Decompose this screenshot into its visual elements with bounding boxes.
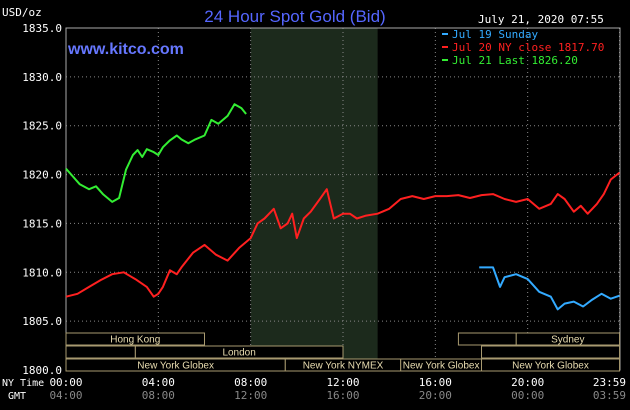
trading-highlight-band xyxy=(250,28,378,370)
session-label: Sydney xyxy=(551,335,584,346)
y-tick-label: 1825.0 xyxy=(22,120,62,133)
session-box xyxy=(481,358,621,372)
y-tick-label: 1835.0 xyxy=(22,22,62,35)
session-label: London xyxy=(222,348,255,359)
y-tick-label: 1820.0 xyxy=(22,169,62,182)
unit-label: USD/oz xyxy=(2,6,42,19)
legend-entry: Jul 21 Last 1826.20 xyxy=(452,54,578,67)
y-axis-labels: 1835.0 1830.0 1825.0 1820.0 1815.0 1810.0 1805… xyxy=(22,22,62,377)
session-box xyxy=(65,332,205,346)
legend-entry: Jul 20 NY close 1817.70 xyxy=(452,41,604,54)
x-axis-labels: 00:0004:0004:0008:0008:0012:0012:0016:00… xyxy=(49,376,626,402)
y-tick-label: 1810.0 xyxy=(22,266,62,279)
x-tick-label-ny: 20:00 xyxy=(511,376,544,389)
x-tick-label-ny: 08:00 xyxy=(234,376,267,389)
series-line xyxy=(65,171,621,298)
session-label: New York Globex xyxy=(403,361,480,372)
y-tick-label: 1805.0 xyxy=(22,315,62,328)
x-tick-label-gmt: 16:00 xyxy=(326,389,359,402)
x-tick-label-ny: 00:00 xyxy=(49,376,82,389)
y-tick-label: 1815.0 xyxy=(22,217,62,230)
x-tick-label-ny: 16:00 xyxy=(419,376,452,389)
ny-time-label: NY Time xyxy=(2,378,44,389)
timestamp: July 21, 2020 07:55 xyxy=(478,13,604,26)
legend-entry: Jul 19 Sunday xyxy=(452,28,538,41)
x-tick-label-gmt: 04:00 xyxy=(49,389,82,402)
x-tick-label-gmt: 03:59 xyxy=(593,389,626,402)
x-tick-label-gmt: 08:00 xyxy=(142,389,175,402)
session-label: Hong Kong xyxy=(110,335,160,346)
y-tick-label: 1800.0 xyxy=(22,364,62,377)
x-tick-label-ny: 12:00 xyxy=(326,376,359,389)
y-tick-label: 1830.0 xyxy=(22,71,62,84)
market-sessions: Hong Kong Sydney London New York Globex New … xyxy=(65,332,621,372)
session-label: New York Globex xyxy=(137,361,214,372)
x-tick-label-gmt: 20:00 xyxy=(419,389,452,402)
session-box xyxy=(65,345,136,359)
site-watermark: www.kitco.com xyxy=(67,41,184,58)
x-tick-label-ny: 23:59 xyxy=(593,376,626,389)
gmt-label: GMT xyxy=(8,391,26,402)
x-tick-label-ny: 04:00 xyxy=(142,376,175,389)
series-line xyxy=(65,103,247,203)
session-label: New York NYMEX xyxy=(303,361,384,372)
x-tick-label-gmt: 12:00 xyxy=(234,389,267,402)
x-tick-label-gmt: 00:00 xyxy=(511,389,544,402)
series-line xyxy=(479,266,620,311)
chart-title: 24 Hour Spot Gold (Bid) xyxy=(204,7,385,26)
price-series xyxy=(65,103,621,311)
session-box xyxy=(457,332,517,346)
grid-lines xyxy=(65,27,621,371)
session-label: New York Globex xyxy=(512,361,589,372)
session-box xyxy=(481,345,621,359)
